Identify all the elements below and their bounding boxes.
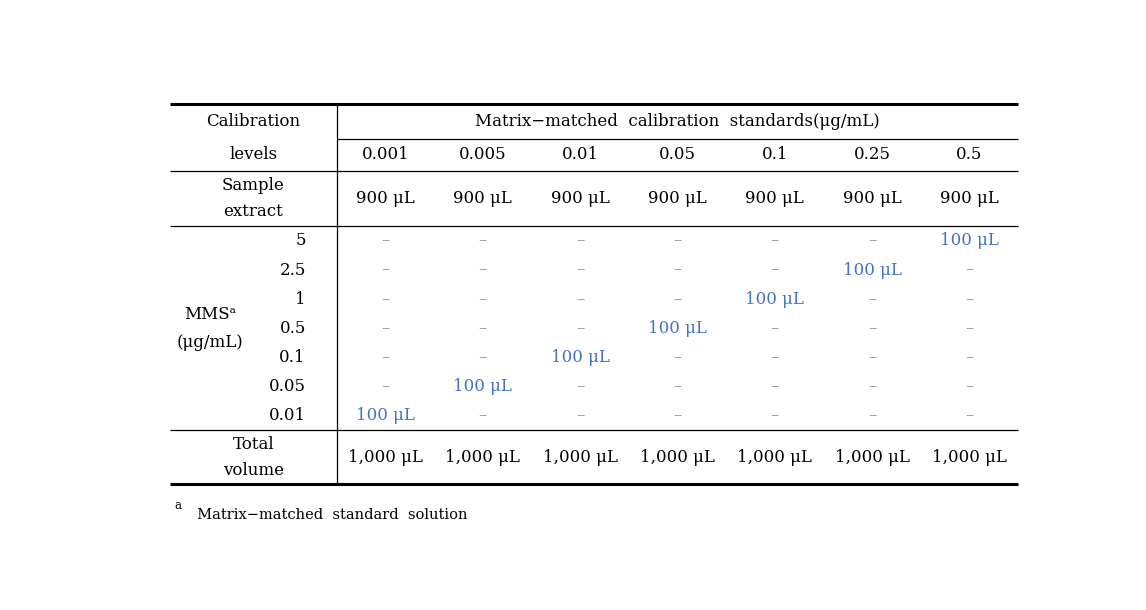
Text: volume: volume bbox=[222, 462, 284, 479]
Text: –: – bbox=[770, 407, 779, 424]
Text: –: – bbox=[868, 320, 877, 337]
Text: 0.5: 0.5 bbox=[280, 320, 306, 337]
Text: –: – bbox=[965, 320, 974, 337]
Text: 1,000 μL: 1,000 μL bbox=[932, 449, 1007, 465]
Text: Total: Total bbox=[233, 436, 274, 453]
Text: 0.1: 0.1 bbox=[762, 146, 788, 163]
Text: 0.01: 0.01 bbox=[562, 146, 598, 163]
Text: 1,000 μL: 1,000 μL bbox=[639, 449, 715, 465]
Text: –: – bbox=[576, 262, 584, 279]
Text: 1: 1 bbox=[296, 290, 306, 307]
Text: MMSᵃ: MMSᵃ bbox=[183, 306, 236, 323]
Text: 100 μL: 100 μL bbox=[940, 232, 999, 249]
Text: –: – bbox=[965, 290, 974, 307]
Text: –: – bbox=[382, 290, 390, 307]
Text: –: – bbox=[868, 378, 877, 395]
Text: 900 μL: 900 μL bbox=[940, 190, 999, 207]
Text: –: – bbox=[576, 407, 584, 424]
Text: 0.001: 0.001 bbox=[362, 146, 409, 163]
Text: 900 μL: 900 μL bbox=[551, 190, 610, 207]
Text: –: – bbox=[868, 349, 877, 366]
Text: 100 μL: 100 μL bbox=[842, 262, 902, 279]
Text: 900 μL: 900 μL bbox=[356, 190, 415, 207]
Text: 100 μL: 100 μL bbox=[356, 407, 415, 424]
Text: –: – bbox=[770, 232, 779, 249]
Text: 900 μL: 900 μL bbox=[649, 190, 707, 207]
Text: 1,000 μL: 1,000 μL bbox=[446, 449, 520, 465]
Text: –: – bbox=[770, 320, 779, 337]
Text: –: – bbox=[868, 290, 877, 307]
Text: 0.1: 0.1 bbox=[280, 349, 306, 366]
Text: 1,000 μL: 1,000 μL bbox=[348, 449, 423, 465]
Text: (μg/mL): (μg/mL) bbox=[176, 334, 243, 351]
Text: –: – bbox=[576, 232, 584, 249]
Text: –: – bbox=[382, 320, 390, 337]
Text: 0.25: 0.25 bbox=[854, 146, 890, 163]
Text: –: – bbox=[576, 290, 584, 307]
Text: –: – bbox=[868, 407, 877, 424]
Text: 100 μL: 100 μL bbox=[745, 290, 804, 307]
Text: –: – bbox=[382, 349, 390, 366]
Text: –: – bbox=[576, 320, 584, 337]
Text: levels: levels bbox=[229, 146, 277, 163]
Text: Matrix−matched  standard  solution: Matrix−matched standard solution bbox=[188, 508, 468, 522]
Text: 1,000 μL: 1,000 μL bbox=[543, 449, 618, 465]
Text: 0.05: 0.05 bbox=[269, 378, 306, 395]
Text: –: – bbox=[770, 378, 779, 395]
Text: 900 μL: 900 μL bbox=[842, 190, 902, 207]
Text: Calibration: Calibration bbox=[206, 113, 300, 130]
Text: 0.5: 0.5 bbox=[956, 146, 982, 163]
Text: –: – bbox=[479, 290, 487, 307]
Text: –: – bbox=[382, 232, 390, 249]
Text: 1,000 μL: 1,000 μL bbox=[834, 449, 910, 465]
Text: 100 μL: 100 μL bbox=[454, 378, 512, 395]
Text: 900 μL: 900 μL bbox=[745, 190, 804, 207]
Text: –: – bbox=[770, 262, 779, 279]
Text: –: – bbox=[674, 290, 682, 307]
Text: 100 μL: 100 μL bbox=[647, 320, 707, 337]
Text: Sample: Sample bbox=[222, 177, 284, 194]
Text: –: – bbox=[479, 349, 487, 366]
Text: 0.01: 0.01 bbox=[268, 407, 306, 424]
Text: –: – bbox=[674, 262, 682, 279]
Text: –: – bbox=[576, 378, 584, 395]
Text: –: – bbox=[868, 232, 877, 249]
Text: –: – bbox=[382, 262, 390, 279]
Text: 1,000 μL: 1,000 μL bbox=[737, 449, 813, 465]
Text: –: – bbox=[965, 262, 974, 279]
Text: –: – bbox=[479, 232, 487, 249]
Text: 0.005: 0.005 bbox=[460, 146, 507, 163]
Text: 0.05: 0.05 bbox=[659, 146, 696, 163]
Text: –: – bbox=[382, 378, 390, 395]
Text: extract: extract bbox=[223, 203, 283, 220]
Text: –: – bbox=[479, 262, 487, 279]
Text: –: – bbox=[479, 320, 487, 337]
Text: –: – bbox=[770, 349, 779, 366]
Text: –: – bbox=[965, 407, 974, 424]
Text: 900 μL: 900 μL bbox=[454, 190, 512, 207]
Text: –: – bbox=[674, 407, 682, 424]
Text: 5: 5 bbox=[296, 232, 306, 249]
Text: –: – bbox=[674, 378, 682, 395]
Text: a: a bbox=[174, 500, 181, 512]
Text: –: – bbox=[479, 407, 487, 424]
Text: –: – bbox=[965, 378, 974, 395]
Text: 2.5: 2.5 bbox=[280, 262, 306, 279]
Text: –: – bbox=[965, 349, 974, 366]
Text: –: – bbox=[674, 349, 682, 366]
Text: –: – bbox=[674, 232, 682, 249]
Text: Matrix−matched  calibration  standards(μg/mL): Matrix−matched calibration standards(μg/… bbox=[476, 113, 880, 130]
Text: 100 μL: 100 μL bbox=[551, 349, 610, 366]
